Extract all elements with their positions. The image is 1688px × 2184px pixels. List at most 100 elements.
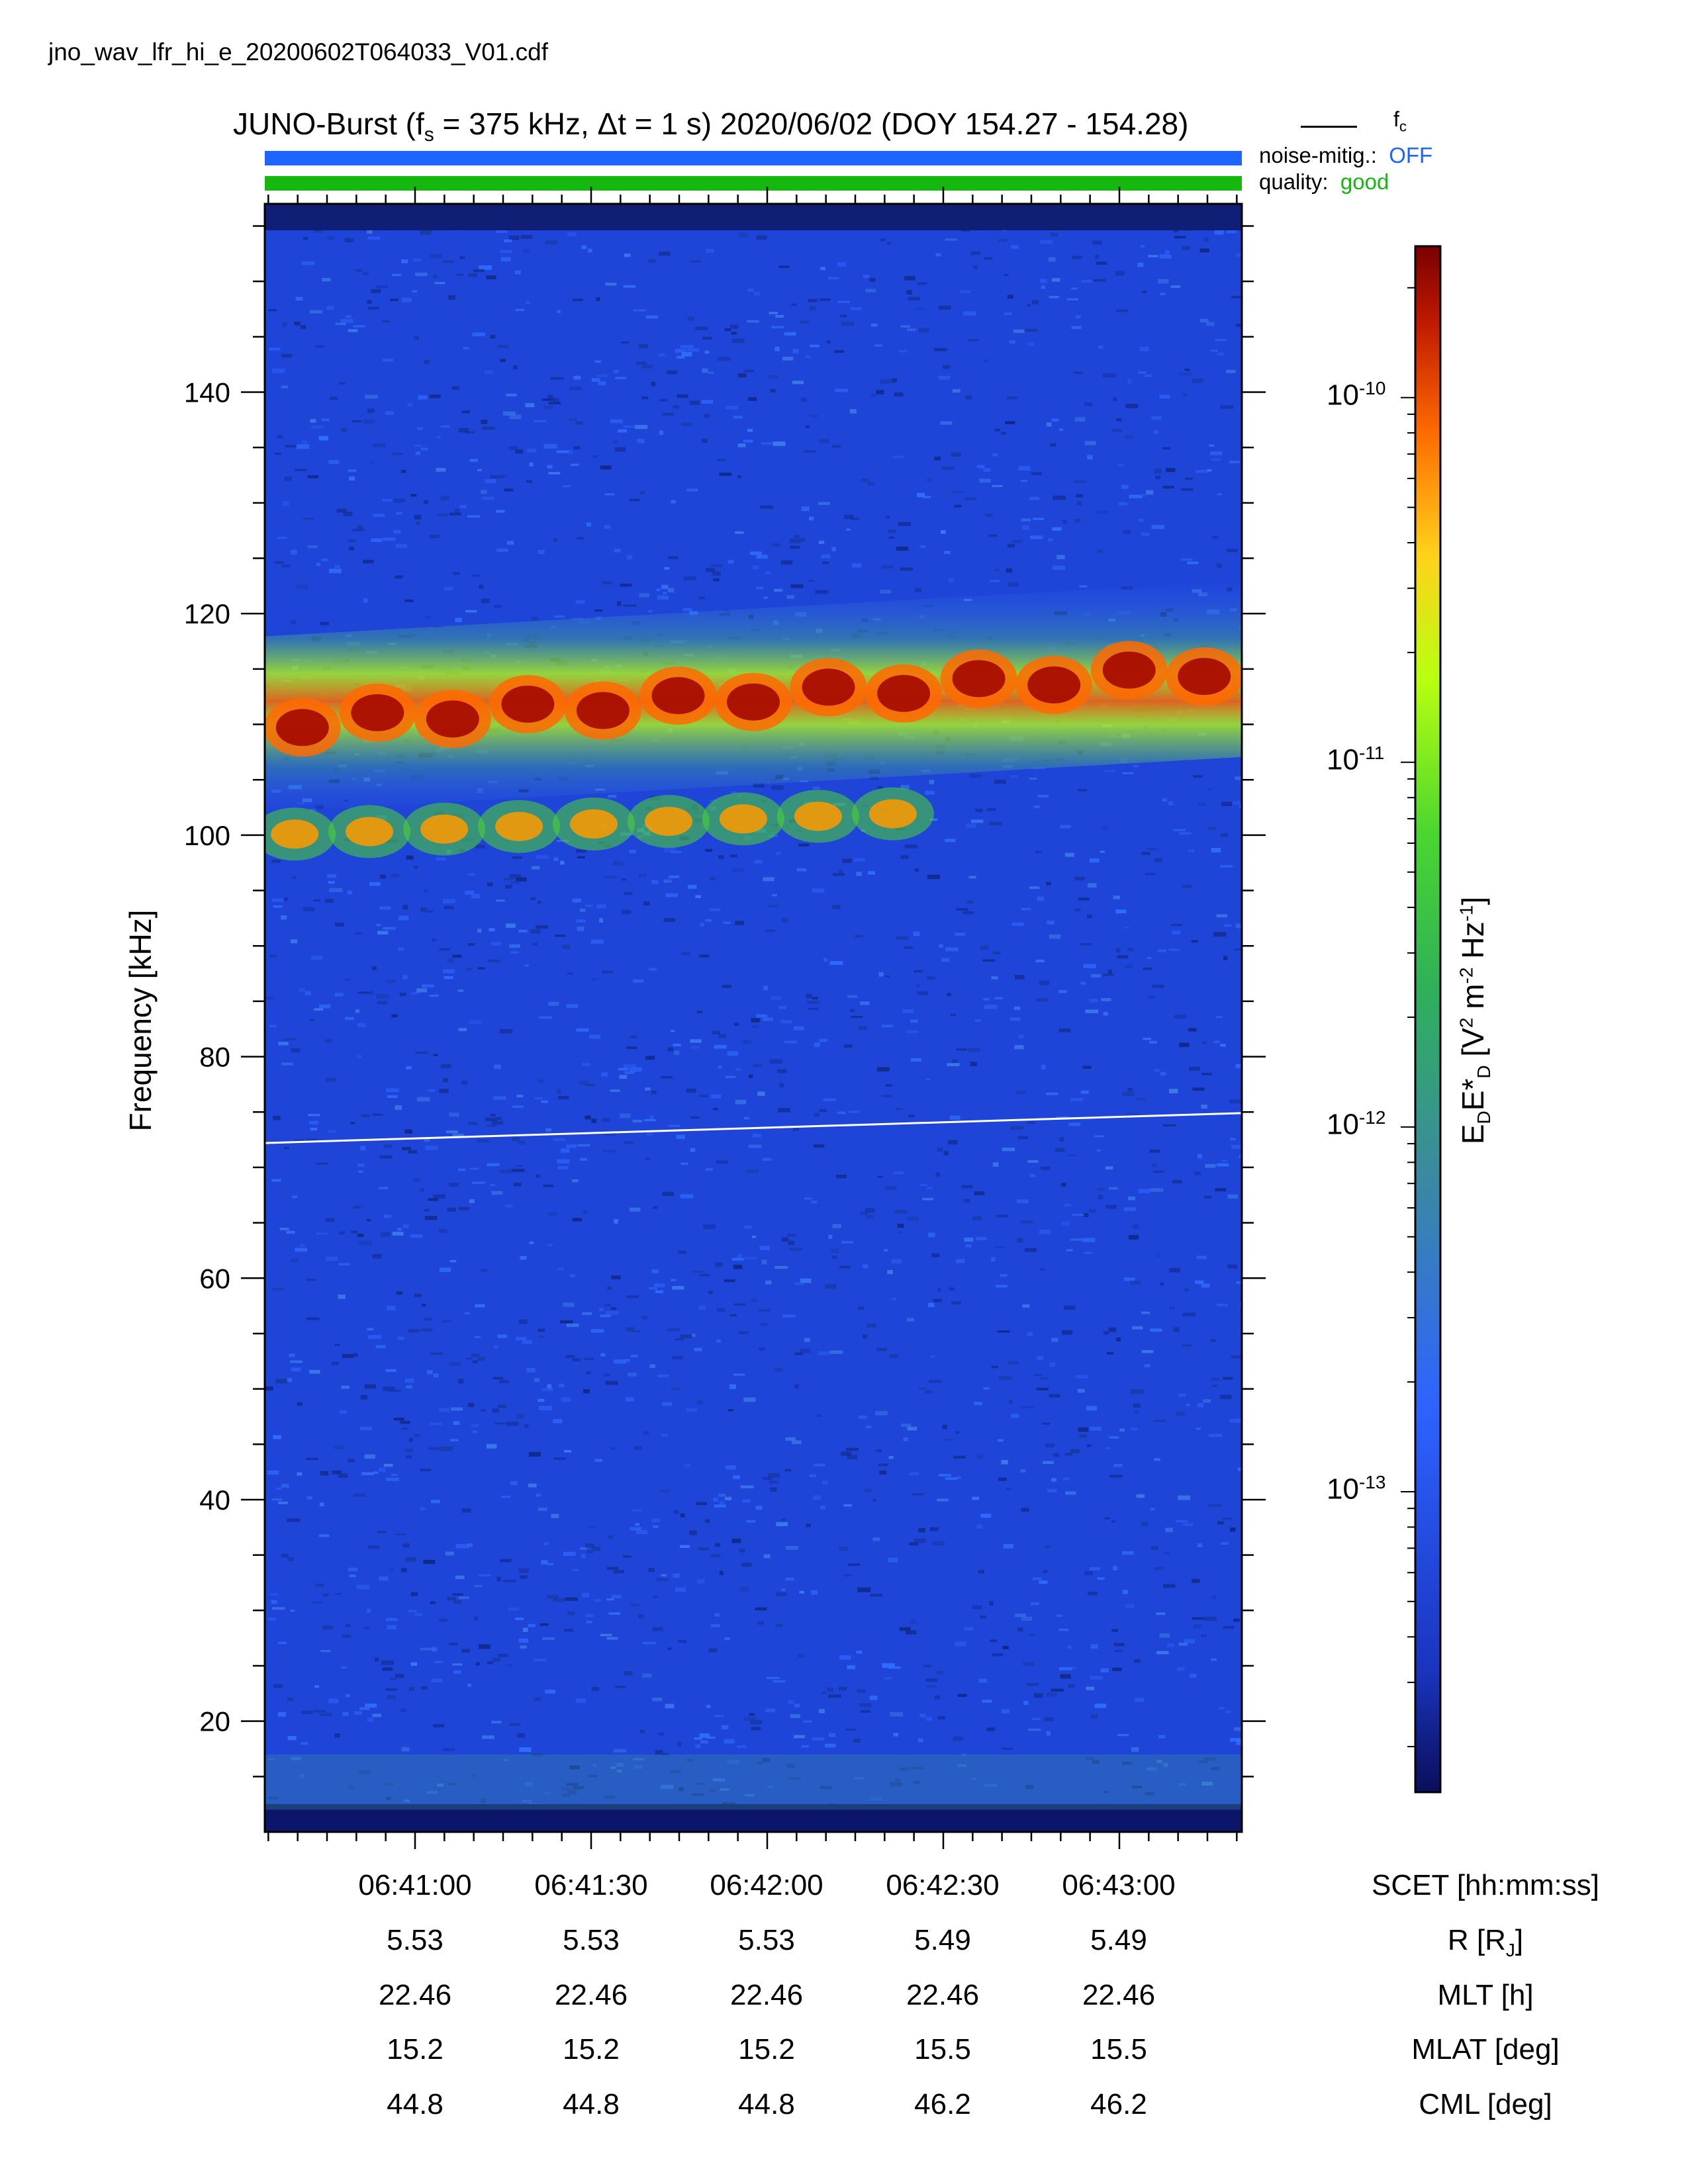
noise-speckle: [661, 1402, 673, 1406]
noise-speckle: [635, 361, 647, 365]
noise-speckle: [1180, 558, 1193, 561]
noise-speckle: [438, 513, 448, 517]
noise-speckle: [401, 1747, 410, 1752]
ephemeris-value: 22.46: [729, 1979, 804, 2011]
noise-speckle: [557, 1267, 563, 1270]
noise-speckle: [974, 1019, 981, 1023]
cb-tick-base: 10: [1327, 1108, 1359, 1141]
noise-speckle: [473, 269, 485, 273]
noise-speckle: [402, 975, 408, 979]
noise-speckle: [630, 1067, 642, 1072]
noise-speckle: [1085, 1009, 1099, 1013]
noise-speckle: [1090, 1676, 1103, 1680]
noise-speckle: [531, 897, 536, 901]
noise-speckle: [448, 295, 455, 300]
noise-speckle: [1039, 1580, 1048, 1584]
noise-speckle: [739, 1587, 749, 1592]
noise-speckle: [320, 1650, 331, 1653]
noise-speckle: [749, 1074, 753, 1078]
noise-speckle: [886, 242, 891, 245]
noise-speckle: [710, 1623, 720, 1627]
noise-speckle: [661, 1433, 668, 1437]
noise-speckle: [344, 238, 354, 242]
noise-speckle: [1017, 1238, 1023, 1243]
noise-speckle: [974, 1402, 983, 1406]
noise-speckle: [613, 1359, 626, 1364]
noise-speckle: [773, 1680, 786, 1683]
noise-speckle: [339, 1231, 345, 1235]
noise-speckle: [539, 1406, 552, 1410]
noise-speckle: [344, 978, 351, 981]
noise-speckle: [404, 599, 414, 602]
ephemeris-row-label: MLAT [deg]: [1411, 2033, 1559, 2066]
noise-speckle: [453, 1600, 462, 1604]
noise-speckle: [877, 1175, 883, 1178]
noise-speckle: [869, 1696, 878, 1700]
noise-speckle: [334, 565, 340, 569]
noise-speckle: [1056, 555, 1065, 559]
noise-speckle: [1176, 1520, 1188, 1523]
noise-speckle: [1124, 927, 1129, 929]
noise-speckle: [1231, 296, 1242, 298]
noise-speckle: [1162, 447, 1171, 449]
noise-speckle: [1155, 475, 1160, 479]
noise-speckle: [675, 349, 686, 353]
noise-speckle: [316, 1162, 328, 1165]
bottom-dark-strip: [265, 1804, 1242, 1832]
noise-speckle: [1112, 1667, 1122, 1671]
lower-band-blob-core: [794, 801, 842, 831]
noise-speckle: [1117, 1734, 1129, 1737]
noise-speckle: [600, 465, 612, 470]
noise-speckle: [1149, 1040, 1157, 1044]
noise-speckle: [926, 478, 932, 482]
noise-speckle: [513, 365, 518, 369]
noise-speckle: [888, 536, 895, 539]
noise-speckle: [489, 928, 495, 932]
noise-speckle: [657, 595, 669, 600]
noise-speckle: [727, 1409, 733, 1412]
noise-value: OFF: [1389, 143, 1433, 167]
noise-speckle: [467, 943, 475, 946]
noise-speckle: [1030, 1174, 1035, 1177]
noise-speckle: [655, 1750, 663, 1755]
noise-speckle: [942, 1424, 948, 1430]
noise-speckle: [1014, 975, 1025, 979]
y-axis-label: Frequency [kHz]: [123, 909, 158, 1132]
noise-speckle: [984, 1005, 998, 1009]
noise-speckle: [1217, 1163, 1229, 1167]
noise-speckle: [614, 447, 626, 452]
noise-speckle: [945, 947, 959, 952]
noise-speckle: [291, 1048, 301, 1053]
noise-speckle: [1070, 1238, 1082, 1241]
noise-speckle: [752, 565, 759, 570]
noise-speckle: [637, 439, 645, 443]
noise-speckle: [1215, 1188, 1227, 1192]
noise-speckle: [463, 347, 469, 349]
ephemeris-value: 22.46: [378, 1979, 452, 2011]
lower-band-blob-core: [868, 799, 917, 829]
cb-label-sub1: D: [1474, 1111, 1495, 1124]
noise-speckle: [494, 1064, 501, 1069]
noise-speckle: [805, 426, 810, 428]
noise-speckle: [548, 1001, 559, 1006]
noise-speckle: [1064, 1203, 1071, 1206]
noise-speckle: [534, 1378, 540, 1382]
ephemeris-row-label: MLT [h]: [1437, 1979, 1533, 2012]
noise-speckle: [618, 1068, 629, 1071]
noise-speckle: [896, 936, 909, 940]
noise-speckle: [1058, 989, 1067, 993]
noise-speckle: [643, 1431, 649, 1435]
noise-speckle: [430, 1601, 436, 1604]
noise-speckle: [657, 1732, 664, 1736]
noise-speckle: [662, 1191, 675, 1197]
noise-speckle: [363, 559, 374, 564]
noise-speckle: [311, 426, 324, 429]
noise-speckle: [338, 1263, 350, 1265]
quality-value: good: [1340, 169, 1389, 194]
noise-speckle: [626, 1046, 637, 1050]
noise-speckle: [420, 1469, 432, 1471]
plot-frame: [263, 203, 1243, 1833]
noise-speckle: [281, 1554, 289, 1558]
noise-speckle: [1059, 1667, 1072, 1670]
noise-speckle: [273, 1116, 281, 1120]
